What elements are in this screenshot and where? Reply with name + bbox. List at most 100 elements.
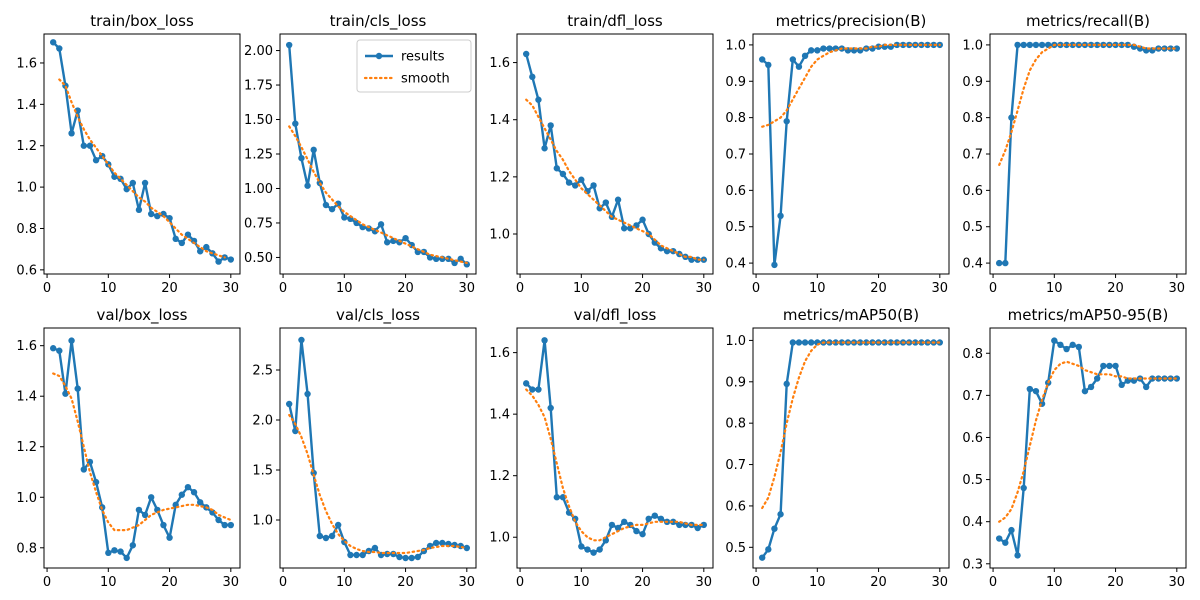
x-tick-label: 0 <box>43 281 51 296</box>
results-data-point <box>1142 383 1150 391</box>
y-tick-label: 1.0 <box>962 38 983 53</box>
smooth-series-line <box>525 98 705 261</box>
x-tick-label: 10 <box>100 575 117 590</box>
results-data-point <box>298 154 305 162</box>
legend-results-label: results <box>401 50 445 65</box>
results-data-point <box>196 248 204 255</box>
results-data-point <box>178 491 186 498</box>
chart-panel: val/box_loss 0 10 20 30 0.8 1.0 1.2 1.4 1.6 <box>16 306 241 590</box>
axes-frame <box>752 327 950 569</box>
y-tick-label: 2.5 <box>252 364 273 379</box>
results-data-point <box>135 206 143 214</box>
y-tick-label: 0.5 <box>962 473 983 488</box>
y-tick-label: 1.6 <box>16 56 37 71</box>
results-data-point <box>1014 552 1021 559</box>
y-tick-label: 1.4 <box>16 390 37 405</box>
results-data-point <box>547 404 554 412</box>
results-data-point <box>1026 385 1034 393</box>
axes-frame <box>989 33 1187 275</box>
results-data-point <box>215 516 222 524</box>
results-data-point <box>789 339 797 346</box>
results-data-point <box>1032 41 1040 49</box>
results-data-point <box>899 41 907 49</box>
results-data-point <box>209 509 216 516</box>
results-data-point <box>1087 383 1095 391</box>
results-data-point <box>1038 41 1046 49</box>
results-data-point <box>765 61 772 69</box>
smooth-series-line <box>998 360 1178 523</box>
results-data-point <box>49 345 57 352</box>
results-data-point <box>801 52 809 60</box>
results-data-point <box>184 231 192 238</box>
x-tick-label: 10 <box>1046 281 1063 296</box>
results-data-point <box>304 182 311 189</box>
results-data-point <box>135 506 143 514</box>
y-tick-label: 0.4 <box>962 257 983 272</box>
y-tick-label: 1.4 <box>16 98 37 113</box>
results-data-point <box>559 170 567 178</box>
x-tick-label: 0 <box>752 575 760 590</box>
results-data-point <box>457 255 464 263</box>
results-data-point <box>74 385 81 392</box>
results-data-point <box>1008 526 1015 534</box>
results-data-point <box>62 390 69 397</box>
y-tick-label: 0.6 <box>962 184 983 199</box>
chart-title: metrics/mAP50(B) <box>783 306 919 324</box>
results-data-point <box>439 539 446 547</box>
results-data-point <box>1014 41 1021 49</box>
x-tick-label: 20 <box>634 281 651 296</box>
smooth-series-line <box>52 372 232 532</box>
y-tick-label: 1.0 <box>252 514 273 529</box>
chart-panel: train/cls_loss 0 10 20 30 0.50 0.75 1.00 1.25 1.5… <box>244 12 477 296</box>
results-data-point <box>184 483 192 491</box>
x-tick-label: 30 <box>459 575 476 590</box>
results-data-point <box>414 553 422 561</box>
results-data-point <box>432 539 440 547</box>
x-tick-label: 30 <box>932 281 949 296</box>
results-data-point <box>700 521 708 529</box>
results-series-line <box>761 341 940 559</box>
x-tick-label: 0 <box>279 575 287 590</box>
results-data-point <box>663 247 671 255</box>
x-tick-label: 10 <box>809 281 826 296</box>
results-data-point <box>383 239 391 246</box>
y-tick-label: 0.7 <box>725 148 746 163</box>
results-data-point <box>777 212 784 220</box>
results-data-point <box>777 511 784 518</box>
results-data-point <box>334 521 342 529</box>
results-data-point <box>147 494 155 501</box>
results-data-point <box>377 221 385 228</box>
results-data-point <box>887 339 895 346</box>
results-data-point <box>535 96 542 103</box>
results-series-line <box>52 41 232 263</box>
results-data-point <box>639 216 646 223</box>
results-data-point <box>141 179 149 187</box>
y-tick-label: 2.00 <box>244 44 273 59</box>
results-data-point <box>190 489 198 496</box>
results-data-point <box>771 525 778 532</box>
results-data-point <box>596 546 603 553</box>
results-data-point <box>111 547 118 554</box>
results-data-point <box>292 120 299 127</box>
results-data-point <box>522 380 530 387</box>
results-data-point <box>463 544 471 552</box>
results-data-point <box>1149 375 1156 382</box>
x-tick-label: 10 <box>336 575 353 590</box>
axes-frame <box>516 33 714 275</box>
axes-frame <box>43 33 241 275</box>
results-data-point <box>758 56 766 63</box>
results-data-point <box>1173 45 1181 52</box>
results-data-point <box>758 554 766 561</box>
results-data-point <box>584 546 591 553</box>
results-data-point <box>1057 341 1064 349</box>
y-tick-label: 0.75 <box>244 216 273 231</box>
results-data-point <box>529 73 536 81</box>
results-data-point <box>795 63 803 70</box>
results-data-point <box>68 130 75 137</box>
results-data-point <box>541 337 548 344</box>
results-data-point <box>227 521 235 529</box>
results-data-point <box>578 543 585 550</box>
results-data-point <box>402 234 409 242</box>
x-tick-label: 30 <box>696 281 713 296</box>
results-data-point <box>1118 41 1125 49</box>
